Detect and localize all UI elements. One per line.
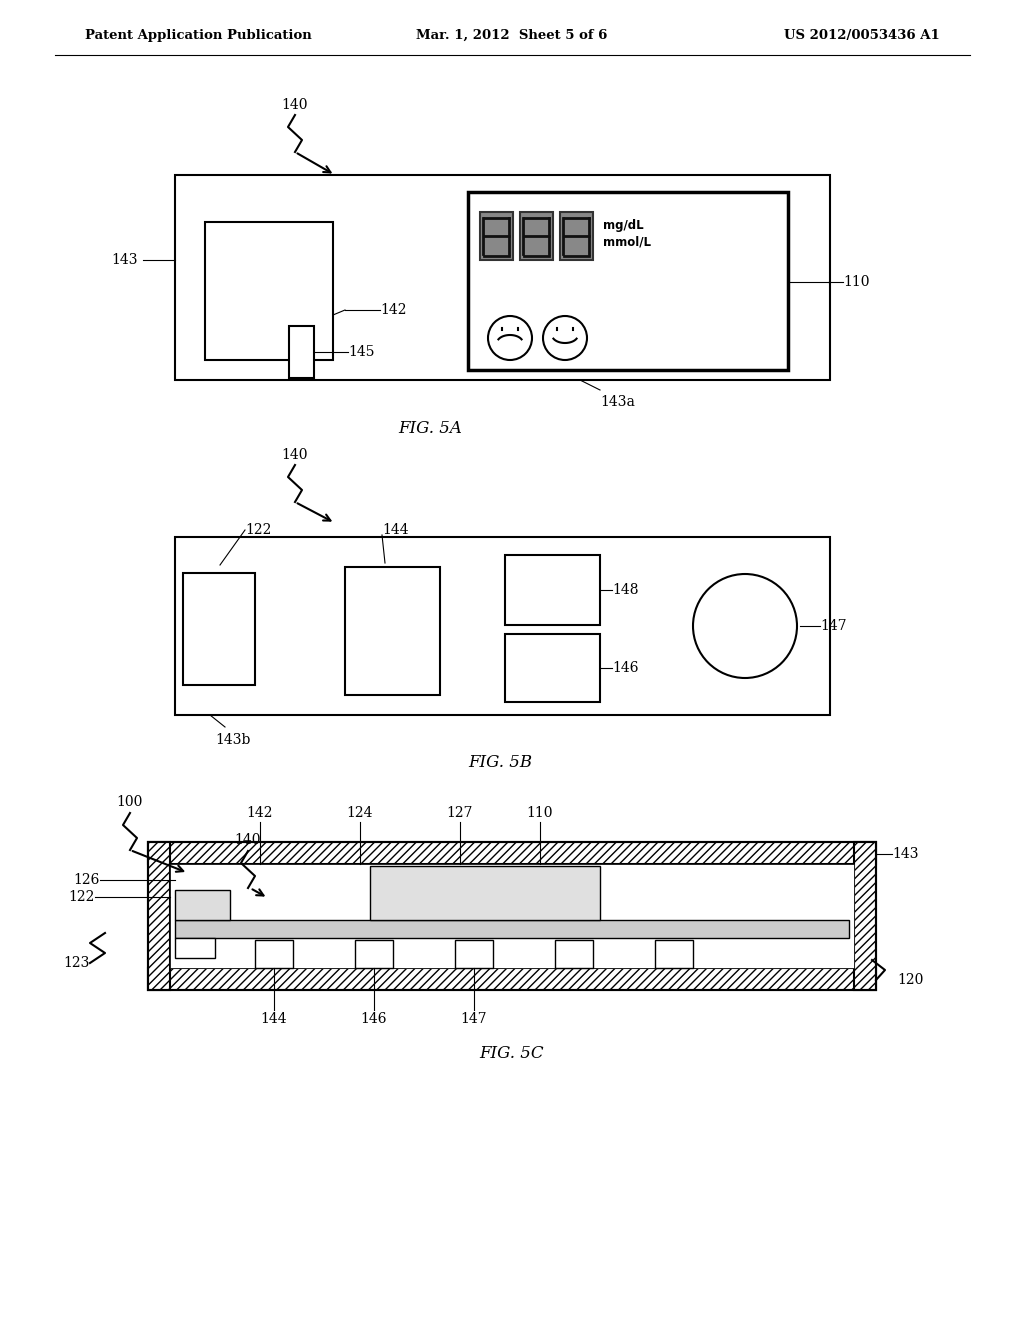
- Text: US 2012/0053436 A1: US 2012/0053436 A1: [784, 29, 940, 41]
- Text: 142: 142: [380, 304, 407, 317]
- Bar: [170, 865, 854, 968]
- Bar: [505, 634, 600, 702]
- Bar: [205, 222, 333, 360]
- Bar: [345, 568, 440, 696]
- Bar: [505, 554, 600, 624]
- Bar: [148, 968, 876, 990]
- Text: 148: 148: [612, 583, 639, 597]
- Bar: [148, 842, 876, 990]
- Bar: [655, 940, 693, 968]
- Bar: [455, 940, 493, 968]
- Bar: [854, 842, 876, 990]
- Text: 143: 143: [892, 847, 919, 861]
- Text: 126: 126: [74, 873, 100, 887]
- Text: 122: 122: [245, 523, 271, 537]
- Text: 143b: 143b: [215, 733, 251, 747]
- Bar: [148, 842, 170, 990]
- Text: 110: 110: [843, 275, 869, 289]
- Bar: [355, 940, 393, 968]
- Bar: [560, 213, 593, 260]
- Text: FIG. 5A: FIG. 5A: [398, 420, 462, 437]
- Text: 142: 142: [247, 807, 273, 820]
- Text: 146: 146: [360, 1012, 387, 1026]
- Text: 140: 140: [282, 98, 308, 112]
- Text: 127: 127: [446, 807, 473, 820]
- Bar: [175, 890, 230, 920]
- Text: 146: 146: [612, 661, 639, 675]
- Text: 110: 110: [526, 807, 553, 820]
- Bar: [255, 940, 293, 968]
- Bar: [370, 866, 600, 920]
- Text: FIG. 5C: FIG. 5C: [479, 1045, 545, 1063]
- Text: FIG. 5B: FIG. 5B: [468, 754, 532, 771]
- Bar: [520, 213, 553, 260]
- Text: 140: 140: [282, 447, 308, 462]
- Text: Mar. 1, 2012  Sheet 5 of 6: Mar. 1, 2012 Sheet 5 of 6: [417, 29, 607, 41]
- Bar: [480, 213, 513, 260]
- Text: 147: 147: [461, 1012, 487, 1026]
- Text: 124: 124: [347, 807, 374, 820]
- Circle shape: [488, 315, 532, 360]
- Text: 145: 145: [348, 345, 375, 359]
- Bar: [289, 326, 314, 378]
- Text: mmol/L: mmol/L: [603, 235, 651, 248]
- Bar: [468, 191, 788, 370]
- Bar: [175, 176, 830, 380]
- Bar: [175, 939, 215, 958]
- Text: 140: 140: [234, 833, 261, 847]
- Text: 143: 143: [112, 253, 138, 267]
- Text: 143a: 143a: [600, 395, 635, 409]
- Bar: [148, 842, 876, 865]
- Text: 120: 120: [897, 973, 924, 987]
- Text: 100: 100: [117, 795, 143, 809]
- Bar: [555, 940, 593, 968]
- Text: 123: 123: [63, 956, 90, 970]
- Text: mg/dL: mg/dL: [603, 219, 644, 231]
- Text: 147: 147: [820, 619, 847, 634]
- Bar: [175, 920, 849, 939]
- Bar: [175, 537, 830, 715]
- Text: Patent Application Publication: Patent Application Publication: [85, 29, 311, 41]
- Circle shape: [543, 315, 587, 360]
- Circle shape: [693, 574, 797, 678]
- Text: 144: 144: [382, 523, 409, 537]
- Text: 144: 144: [261, 1012, 288, 1026]
- Text: 122: 122: [69, 890, 95, 904]
- Bar: [183, 573, 255, 685]
